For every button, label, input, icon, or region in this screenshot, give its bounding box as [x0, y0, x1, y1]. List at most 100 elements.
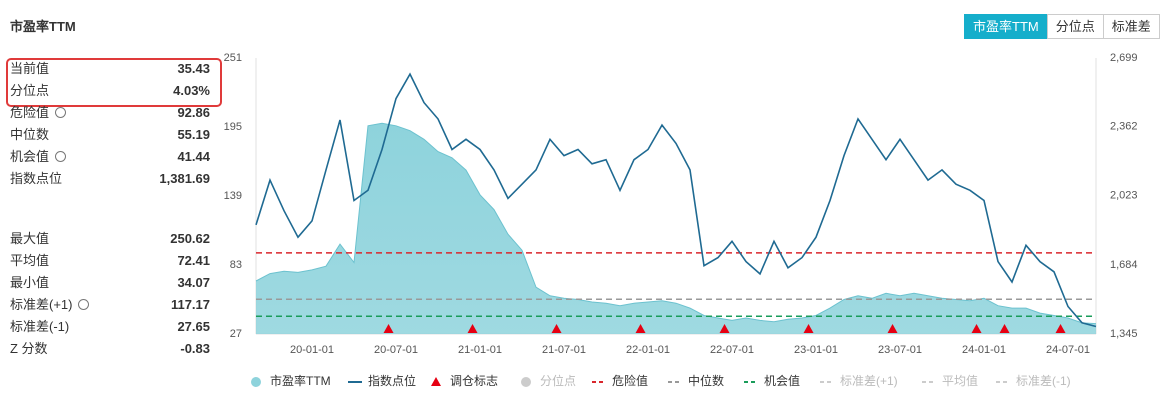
- rebalance-marker: [887, 324, 898, 333]
- x-tick-label: 23-01-01: [794, 344, 838, 356]
- legend-item[interactable]: 机会值: [744, 373, 800, 388]
- x-tick-label: 23-07-01: [878, 344, 922, 356]
- rebalance-marker: [551, 324, 562, 333]
- y-tick-label: 27: [230, 328, 242, 340]
- stat-value: 4.03%: [173, 83, 210, 98]
- stat-value: 55.19: [177, 127, 210, 142]
- rebalance-marker: [635, 324, 646, 333]
- x-tick-label: 20-07-01: [374, 344, 418, 356]
- stat-value: 72.41: [177, 253, 210, 268]
- stat-row: 最小值 34.07: [10, 272, 210, 294]
- stat-value: -0.83: [180, 341, 210, 356]
- legend-label: 危险值: [612, 373, 648, 388]
- stat-value: 34.07: [177, 275, 210, 290]
- stat-label: 最大值: [10, 231, 50, 246]
- legend-item[interactable]: 平均值: [922, 373, 978, 388]
- index-line: [255, 72, 1097, 328]
- settings-icon[interactable]: [78, 299, 90, 310]
- legend-symbol: [521, 377, 531, 387]
- stat-label: 标准差(-1): [10, 319, 70, 334]
- stat-value: 92.86: [177, 105, 210, 120]
- y-tick-label: 195: [224, 121, 242, 133]
- settings-icon[interactable]: [55, 151, 67, 162]
- rebalance-marker: [999, 324, 1010, 333]
- rebalance-marker: [383, 324, 394, 333]
- stat-row: 中位数 55.19: [10, 124, 210, 146]
- legend-label: 机会值: [764, 373, 800, 388]
- y-tick-label: 139: [224, 190, 242, 202]
- legend-item[interactable]: 分位点: [521, 373, 576, 388]
- y2-tick-label: 2,362: [1110, 121, 1138, 133]
- legend-label: 市盈率TTM: [270, 373, 331, 388]
- rebalance-marker: [803, 324, 814, 333]
- legend-label: 标准差(-1): [1016, 374, 1071, 388]
- legend-label: 中位数: [688, 373, 724, 388]
- stat-row: 机会值 41.44: [10, 146, 210, 168]
- stat-value: 250.62: [170, 231, 210, 246]
- x-tick-label: 20-01-01: [290, 344, 334, 356]
- legend-label: 标准差(+1): [840, 374, 898, 388]
- stat-value: 41.44: [177, 149, 210, 164]
- stat-row: 最大值 250.62: [10, 228, 210, 250]
- stat-label: 平均值: [10, 253, 50, 268]
- legend-symbol: [251, 377, 261, 387]
- tabs: 市盈率TTM 分位点 标准差: [964, 14, 1160, 39]
- rebalance-marker: [971, 324, 982, 333]
- stat-value: 27.65: [177, 319, 210, 334]
- legend-item[interactable]: 标准差(+1): [820, 374, 898, 388]
- legend-label: 平均值: [942, 373, 978, 388]
- x-tick-label: 21-01-01: [458, 344, 502, 356]
- rebalance-marker: [719, 324, 730, 333]
- y2-tick-label: 2,023: [1110, 190, 1138, 202]
- stat-label: 中位数: [10, 127, 50, 142]
- legend-item[interactable]: 调仓标志: [431, 374, 498, 388]
- stat-label: 指数点位: [10, 171, 63, 186]
- stat-label: 危险值: [10, 105, 50, 120]
- x-tick-label: 22-01-01: [626, 344, 670, 356]
- stat-value: 117.17: [170, 297, 210, 312]
- stat-row: 标准差(-1) 27.65: [10, 316, 210, 338]
- stat-row: 分位点 4.03%: [10, 80, 210, 102]
- stat-label: 最小值: [10, 275, 50, 290]
- stat-row: 当前值 35.43: [10, 58, 210, 80]
- stats-panel: 市盈率TTM 当前值 35.43 分位点 4.03% 危险值 92.86 中位数 55.19 机…: [0, 0, 230, 413]
- legend-item[interactable]: 危险值: [592, 373, 648, 388]
- stat-row: 危险值 92.86: [10, 102, 210, 124]
- stat-label: Z 分数: [10, 341, 48, 356]
- legend-symbol: [431, 377, 441, 386]
- panel-title: 市盈率TTM: [10, 19, 76, 34]
- legend-label: 指数点位: [368, 373, 416, 388]
- stat-value: 35.43: [177, 61, 210, 76]
- legend-label: 调仓标志: [450, 374, 498, 388]
- legend-item[interactable]: 标准差(-1): [996, 374, 1071, 388]
- legend-item[interactable]: 市盈率TTM: [251, 373, 331, 388]
- stat-row: 标准差(+1) 117.17: [10, 294, 210, 316]
- y2-tick-label: 2,699: [1110, 52, 1138, 64]
- x-tick-label: 21-07-01: [542, 344, 586, 356]
- stat-row: 指数点位 1,381.69: [10, 168, 210, 190]
- y-tick-label: 83: [230, 259, 242, 271]
- rebalance-marker: [467, 324, 478, 333]
- y-tick-label: 251: [224, 52, 242, 64]
- stat-label: 机会值: [10, 149, 50, 164]
- rebalance-marker: [1055, 324, 1066, 333]
- y2-tick-label: 1,684: [1110, 259, 1138, 271]
- highlight-box: [6, 58, 222, 107]
- y2-tick-label: 1,345: [1110, 328, 1138, 340]
- settings-icon[interactable]: [55, 107, 67, 118]
- legend-label: 分位点: [540, 373, 576, 388]
- tab[interactable]: 标准差: [1102, 14, 1160, 39]
- stat-value: 1,381.69: [159, 171, 210, 186]
- pe-area: [256, 123, 1096, 334]
- x-tick-label: 24-07-01: [1046, 344, 1090, 356]
- legend-item[interactable]: 指数点位: [348, 373, 416, 388]
- legend-item[interactable]: 中位数: [668, 373, 724, 388]
- stat-label: 当前值: [10, 61, 50, 76]
- stat-row: 平均值 72.41: [10, 250, 210, 272]
- stat-label: 分位点: [10, 83, 50, 98]
- x-tick-label: 24-01-01: [962, 344, 1006, 356]
- stat-label: 标准差(+1): [10, 297, 73, 312]
- legend: 市盈率TTM 指数点位 调仓标志 分位点 危险值 中位数 机会值 标准差(+1) 平均值 标准差(…: [251, 373, 1071, 388]
